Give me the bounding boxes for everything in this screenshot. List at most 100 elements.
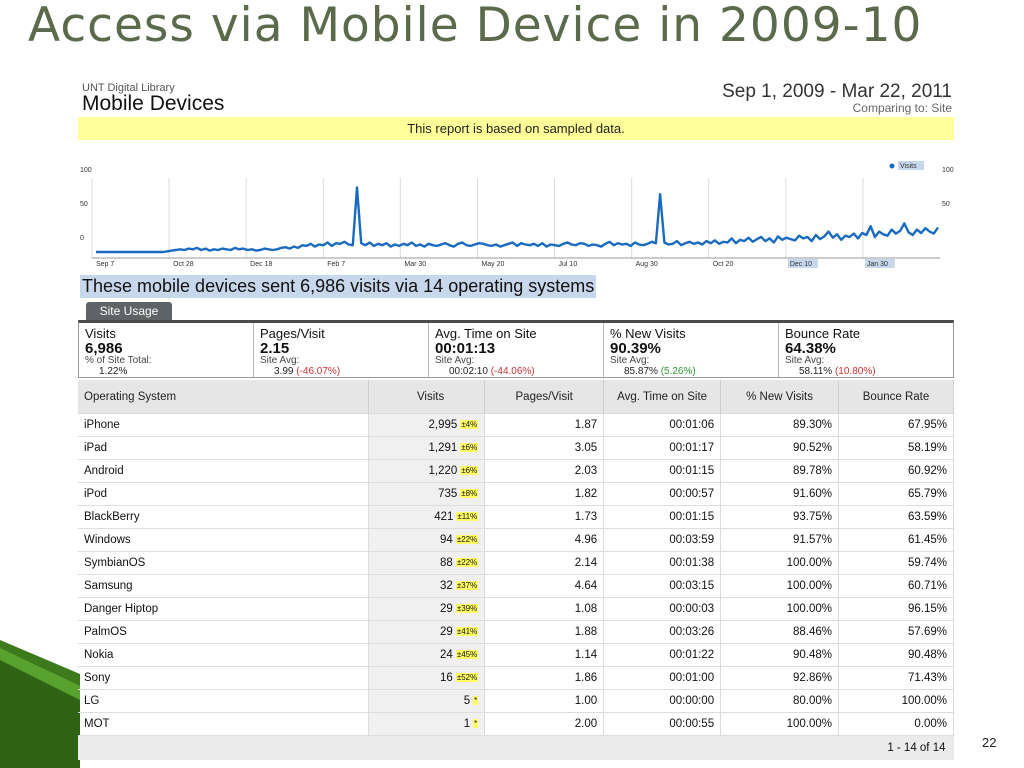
visits-cell: 88 ±22% bbox=[368, 551, 486, 575]
sampling-error-badge: ±11% bbox=[456, 512, 479, 522]
bounce-rate-cell: 96.15% bbox=[838, 597, 954, 621]
new-visits-cell: 90.48% bbox=[720, 643, 840, 667]
sampling-error-badge: ±41% bbox=[455, 627, 479, 637]
sampling-error-badge: ±39% bbox=[455, 604, 479, 614]
os-name[interactable]: iPad bbox=[78, 436, 370, 460]
os-name[interactable]: Nokia bbox=[78, 643, 370, 667]
visits-series-line bbox=[96, 186, 939, 254]
os-name[interactable]: iPod bbox=[78, 482, 370, 506]
table-row: BlackBerry 421 ±11% 1.73 00:01:15 93.75% 63.59… bbox=[78, 505, 954, 529]
avg-time-cell: 00:00:03 bbox=[603, 597, 722, 621]
os-name[interactable]: BlackBerry bbox=[78, 505, 370, 529]
y-tick-label-left: 50 bbox=[80, 201, 88, 208]
bounce-rate-cell: 58.19% bbox=[838, 436, 954, 460]
os-name[interactable]: LG bbox=[78, 689, 370, 713]
os-name[interactable]: Windows bbox=[78, 528, 370, 552]
x-tick-label: Jan 30 bbox=[867, 261, 888, 268]
operating-system-table: Operating System Visits Pages/Visit Avg.… bbox=[78, 380, 954, 760]
pagination-label: 1 - 14 of 14 bbox=[838, 735, 954, 760]
avg-time-cell: 00:01:00 bbox=[603, 666, 722, 690]
sampling-error-badge: * bbox=[473, 719, 479, 729]
pages-per-visit-cell: 1.08 bbox=[484, 597, 605, 621]
os-name[interactable]: iPhone bbox=[78, 413, 370, 437]
table-row: iPad 1,291 ±6% 3.05 00:01:17 90.52% 58.19% bbox=[78, 436, 954, 460]
metric-sub-label: Site Avg: bbox=[610, 355, 650, 366]
metric-visits: Visits 6,986 % of Site Total: 1.22% bbox=[79, 323, 254, 377]
visits-value: 24 bbox=[440, 649, 453, 661]
bounce-rate-cell: 61.45% bbox=[838, 528, 954, 552]
visits-cell: 29 ±39% bbox=[368, 597, 486, 621]
new-visits-cell: 89.30% bbox=[720, 413, 840, 437]
slide-title: Access via Mobile Device in 2009-10 bbox=[28, 0, 923, 53]
new-visits-cell: 92.86% bbox=[720, 666, 840, 690]
column-header-operating-system[interactable]: Operating System bbox=[78, 380, 370, 414]
x-tick-label: Sep 7 bbox=[96, 261, 114, 268]
pages-per-visit-cell: 1.87 bbox=[484, 413, 605, 437]
metric-sub-value: 1.22% bbox=[85, 366, 247, 377]
os-name[interactable]: MOT bbox=[78, 712, 370, 736]
slide-corner-decoration bbox=[0, 640, 80, 768]
pages-per-visit-cell: 1.73 bbox=[484, 505, 605, 529]
bounce-rate-cell: 0.00% bbox=[838, 712, 954, 736]
date-range[interactable]: Sep 1, 2009 - Mar 22, 2011 bbox=[722, 81, 952, 102]
pages-per-visit-cell: 3.05 bbox=[484, 436, 605, 460]
table-footer: 1 - 14 of 14 bbox=[78, 735, 954, 760]
column-header-pages-per-visit[interactable]: Pages/Visit bbox=[484, 380, 605, 414]
column-header-new-visits[interactable]: % New Visits bbox=[720, 380, 840, 414]
visits-value: 29 bbox=[440, 626, 453, 638]
bounce-rate-cell: 90.48% bbox=[838, 643, 954, 667]
metric-avg: 85.87% bbox=[624, 366, 658, 377]
os-name[interactable]: Sony bbox=[78, 666, 370, 690]
avg-time-cell: 00:03:26 bbox=[603, 620, 722, 644]
y-tick-label-left: 100 bbox=[80, 167, 92, 174]
metric-title: Avg. Time on Site bbox=[435, 326, 537, 341]
os-name[interactable]: Samsung bbox=[78, 574, 370, 598]
visits-cell: 735 ±8% bbox=[368, 482, 486, 506]
x-tick-label: May 20 bbox=[481, 261, 504, 268]
new-visits-cell: 91.60% bbox=[720, 482, 840, 506]
pages-per-visit-cell: 2.00 bbox=[484, 712, 605, 736]
new-visits-cell: 93.75% bbox=[720, 505, 840, 529]
os-name[interactable]: SymbianOS bbox=[78, 551, 370, 575]
metric-bounce-rate: Bounce Rate 64.38% Site Avg: 58.11% (10.… bbox=[779, 323, 953, 377]
visits-cell: 24 ±45% bbox=[368, 643, 486, 667]
summary-headline: These mobile devices sent 6,986 visits v… bbox=[80, 275, 597, 298]
tab-site-usage[interactable]: Site Usage bbox=[86, 302, 172, 320]
table-row: PalmOS 29 ±41% 1.88 00:03:26 88.46% 57.69% bbox=[78, 620, 954, 644]
bounce-rate-cell: 71.43% bbox=[838, 666, 954, 690]
os-name[interactable]: Android bbox=[78, 459, 370, 483]
new-visits-cell: 100.00% bbox=[720, 551, 840, 575]
column-header-visits[interactable]: Visits bbox=[368, 380, 486, 414]
visits-value: 1 bbox=[463, 718, 471, 730]
metric-value: 90.39% bbox=[610, 340, 661, 357]
analytics-report: UNT Digital Library Mobile Devices Sep 1… bbox=[78, 80, 956, 764]
y-tick-label-left: 0 bbox=[80, 235, 84, 242]
metric-value: 6,986 bbox=[85, 340, 123, 357]
x-tick-highlight bbox=[787, 259, 818, 268]
column-header-avg-time[interactable]: Avg. Time on Site bbox=[603, 380, 722, 414]
metric-pages-per-visit: Pages/Visit 2.15 Site Avg: 3.99 (-46.07%… bbox=[254, 323, 429, 377]
new-visits-cell: 91.57% bbox=[720, 528, 840, 552]
new-visits-cell: 100.00% bbox=[720, 712, 840, 736]
visits-line-chart: Sep 7 Oct 28 Dec 18 Feb 7 Mar 30 May 20 Jul 10… bbox=[80, 161, 954, 268]
visits-value: 88 bbox=[440, 557, 453, 569]
table-row: Windows 94 ±22% 4.96 00:03:59 91.57% 61.45% bbox=[78, 528, 954, 552]
table-row: iPhone 2,995 ±4% 1.87 00:01:06 89.30% 67.95% bbox=[78, 413, 954, 437]
os-name[interactable]: PalmOS bbox=[78, 620, 370, 644]
metric-avg: 00:02:10 bbox=[449, 366, 488, 377]
table-row: Nokia 24 ±45% 1.14 00:01:22 90.48% 90.48% bbox=[78, 643, 954, 667]
visits-value: 32 bbox=[440, 580, 453, 592]
os-name[interactable]: Danger Hiptop bbox=[78, 597, 370, 621]
metric-delta: (-46.07%) bbox=[296, 366, 341, 377]
pages-per-visit-cell: 2.03 bbox=[484, 459, 605, 483]
pages-per-visit-cell: 4.96 bbox=[484, 528, 605, 552]
new-visits-cell: 88.46% bbox=[720, 620, 840, 644]
pages-per-visit-cell: 1.00 bbox=[484, 689, 605, 713]
bounce-rate-cell: 67.95% bbox=[838, 413, 954, 437]
legend-label: Visits bbox=[900, 163, 917, 170]
pages-per-visit-cell: 2.14 bbox=[484, 551, 605, 575]
metric-title: Visits bbox=[85, 326, 116, 341]
metric-avg-time: Avg. Time on Site 00:01:13 Site Avg: 00:… bbox=[429, 323, 604, 377]
metric-title: Pages/Visit bbox=[260, 326, 325, 341]
column-header-bounce-rate[interactable]: Bounce Rate bbox=[838, 380, 954, 414]
